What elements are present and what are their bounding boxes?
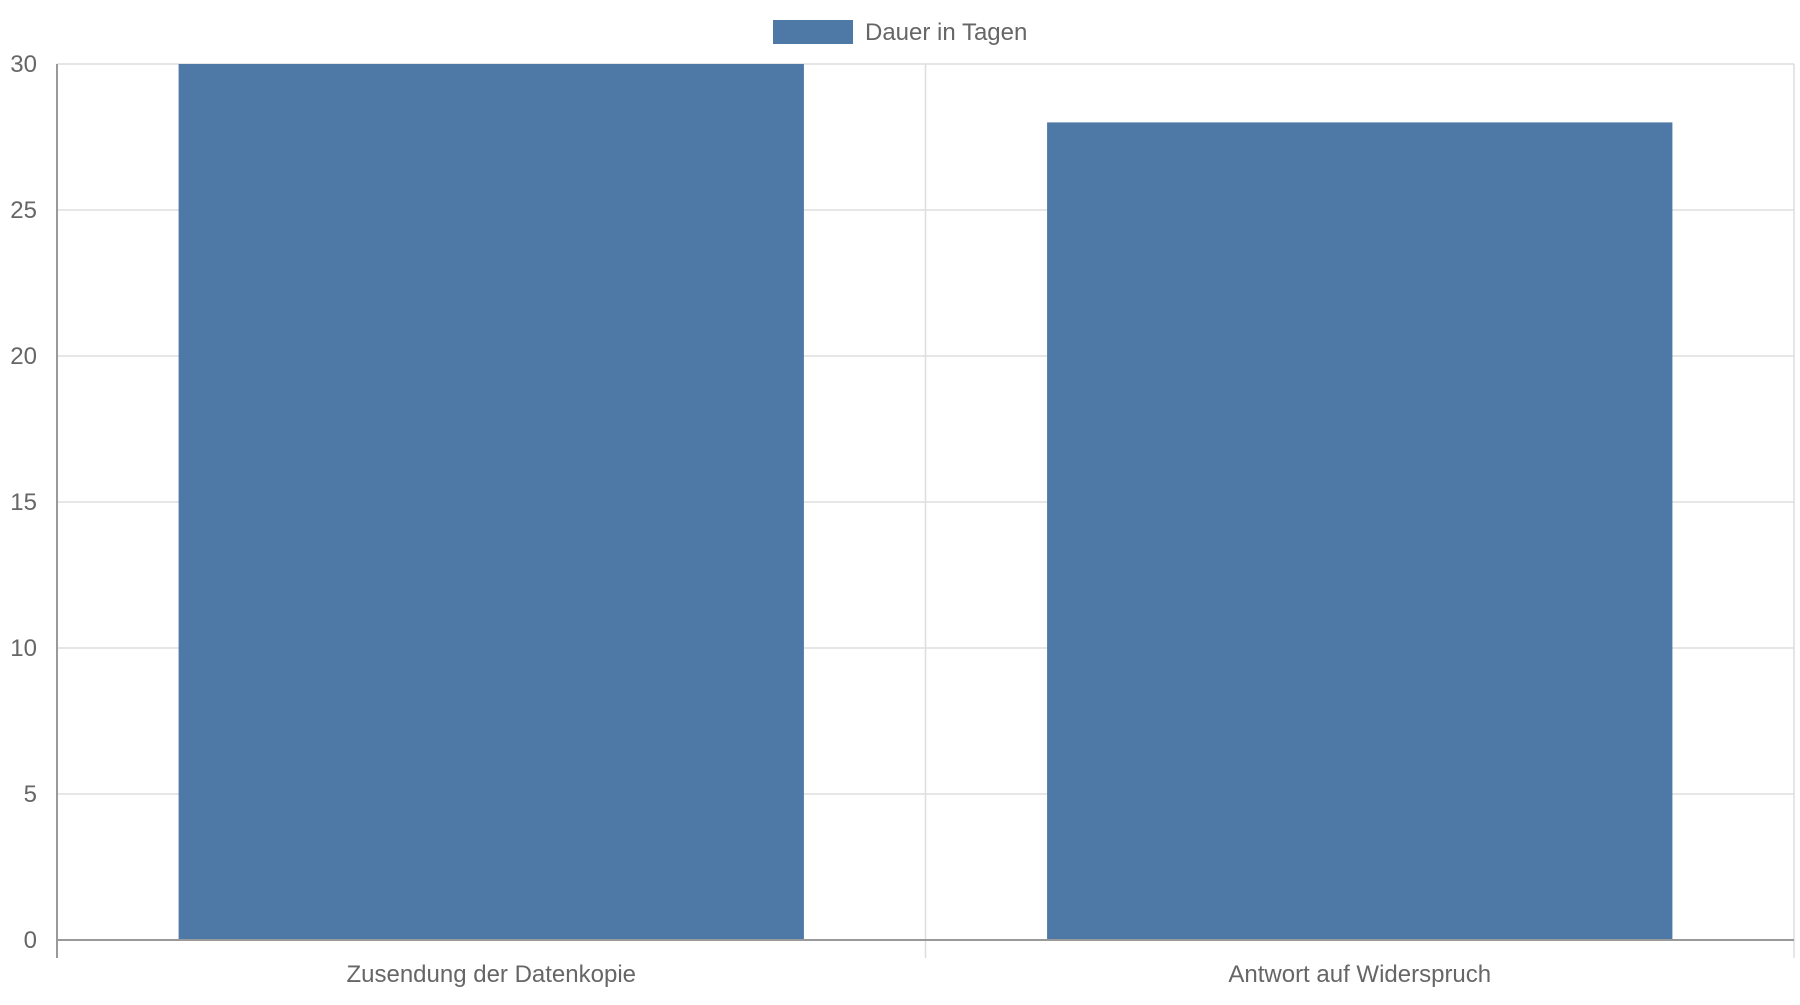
- legend[interactable]: Dauer in Tagen: [773, 19, 1027, 46]
- legend-swatch: [773, 20, 853, 44]
- y-tick-label: 0: [24, 927, 37, 954]
- axes: 0 5 10 15 20 25 30 Zusendung der Datenkopie Antw…: [10, 51, 1794, 988]
- y-tick-label: 30: [10, 51, 37, 78]
- bars: [178, 64, 1673, 940]
- bar-1: [178, 64, 804, 940]
- y-tick-label: 20: [10, 343, 37, 370]
- y-tick-label: 5: [24, 781, 37, 808]
- legend-label: Dauer in Tagen: [865, 19, 1027, 46]
- bar-2: [1047, 122, 1673, 940]
- x-category-label: Zusendung der Datenkopie: [346, 961, 636, 988]
- y-tick-label: 15: [10, 489, 37, 516]
- y-tick-label: 25: [10, 197, 37, 224]
- x-category-label: Antwort auf Widerspruch: [1228, 961, 1491, 988]
- y-tick-label: 10: [10, 635, 37, 662]
